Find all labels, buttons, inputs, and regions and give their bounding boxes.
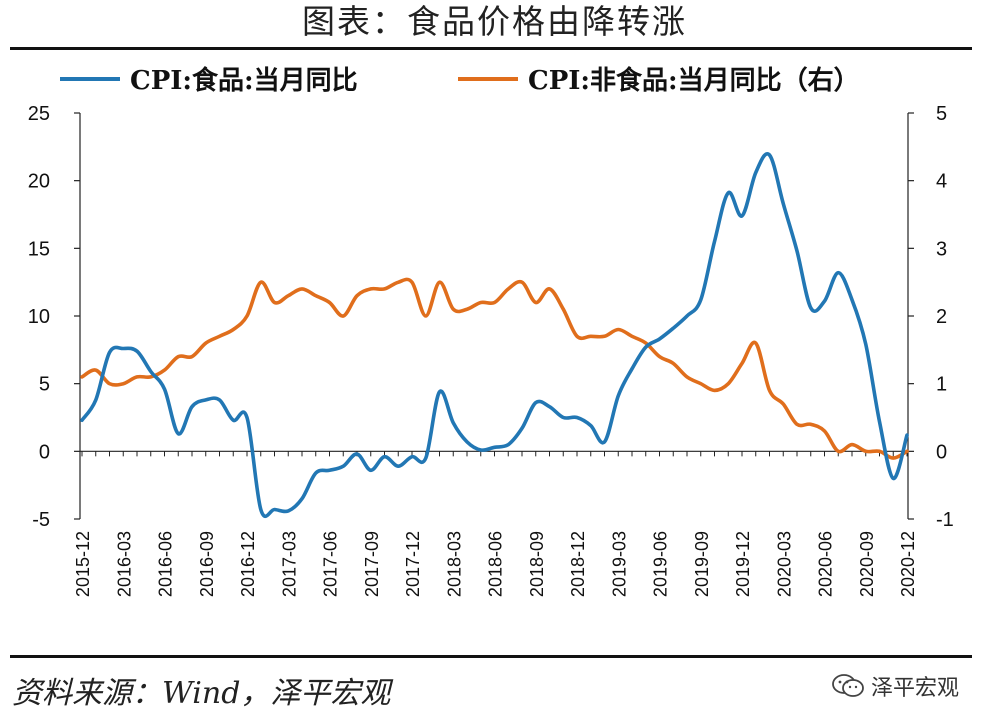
chart-title: 图表：食品价格由降转涨 (302, 2, 687, 41)
x-tick-label: 2020-09 (857, 531, 877, 597)
series-line-food (80, 152, 909, 519)
chart-legend: CPI:食品:当月同比 CPI:非食品:当月同比（右） (60, 60, 960, 96)
x-tick-label: 2017-06 (321, 531, 341, 597)
y-right-tick-label: -1 (936, 509, 954, 531)
source-note: 资料来源：Wind，泽平宏观 (12, 676, 391, 711)
x-tick-label: 2016-12 (238, 531, 258, 597)
x-tick-label: 2016-06 (156, 531, 176, 597)
y-left-tick-label: -5 (32, 509, 50, 531)
y-right-tick-label: 1 (936, 374, 947, 396)
line-chart: -5 0 5 10 15 20 25 -1 0 1 2 3 4 5 2015-12 2016-03 2016-0… (28, 103, 954, 597)
x-tick-label: 2019-12 (733, 531, 753, 597)
legend-item-nonfood: CPI:非食品:当月同比（右） (458, 60, 860, 97)
y-right-tick-label: 4 (936, 171, 947, 193)
y-left-tick-label: 0 (39, 441, 50, 463)
legend-item-food: CPI:食品:当月同比 (60, 60, 358, 97)
x-tick-label: 2017-09 (362, 531, 382, 597)
x-tick-label: 2018-09 (527, 531, 547, 597)
x-tick-label: 2017-12 (403, 531, 423, 597)
y-right-tick-label: 5 (936, 103, 947, 125)
x-tick-label: 2016-09 (197, 531, 217, 597)
x-tick-label: 2018-06 (486, 531, 506, 597)
watermark-text: 泽平宏观 (870, 676, 959, 701)
x-tick-label: 2016-03 (114, 531, 134, 597)
x-tick-label: 2015-12 (73, 531, 93, 597)
y-right-tick-label: 0 (936, 441, 947, 463)
y-left-tick-label: 25 (28, 103, 50, 125)
legend-label-nonfood: CPI:非食品:当月同比（右） (528, 66, 860, 96)
x-tick-label: 2018-03 (444, 531, 464, 597)
y-left-tick-label: 15 (28, 238, 50, 260)
bottom-rule (10, 655, 972, 658)
x-tick-label: 2019-03 (609, 531, 629, 597)
legend-swatch-food (60, 76, 120, 81)
y-right-tick-label: 2 (936, 306, 947, 328)
x-tick-label: 2017-03 (279, 531, 299, 597)
legend-label-food: CPI:食品:当月同比 (130, 66, 358, 96)
y-right-tick-label: 3 (936, 238, 947, 260)
wechat-icon (832, 674, 864, 697)
x-tick-label: 2019-09 (692, 531, 712, 597)
y-left-tick-label: 5 (39, 374, 50, 396)
x-tick-label: 2020-03 (774, 531, 794, 597)
legend-swatch-nonfood (458, 76, 518, 81)
x-tick-label: 2018-12 (568, 531, 588, 597)
top-rule (10, 47, 972, 50)
y-left-tick-label: 10 (28, 306, 50, 328)
y-left-tick-label: 20 (28, 171, 50, 193)
x-tick-label: 2020-12 (898, 531, 918, 597)
series-line-nonfood (80, 277, 909, 460)
x-tick-label: 2020-06 (816, 531, 836, 597)
x-tick-label: 2019-06 (651, 531, 671, 597)
watermark: 泽平宏观 (831, 670, 959, 702)
